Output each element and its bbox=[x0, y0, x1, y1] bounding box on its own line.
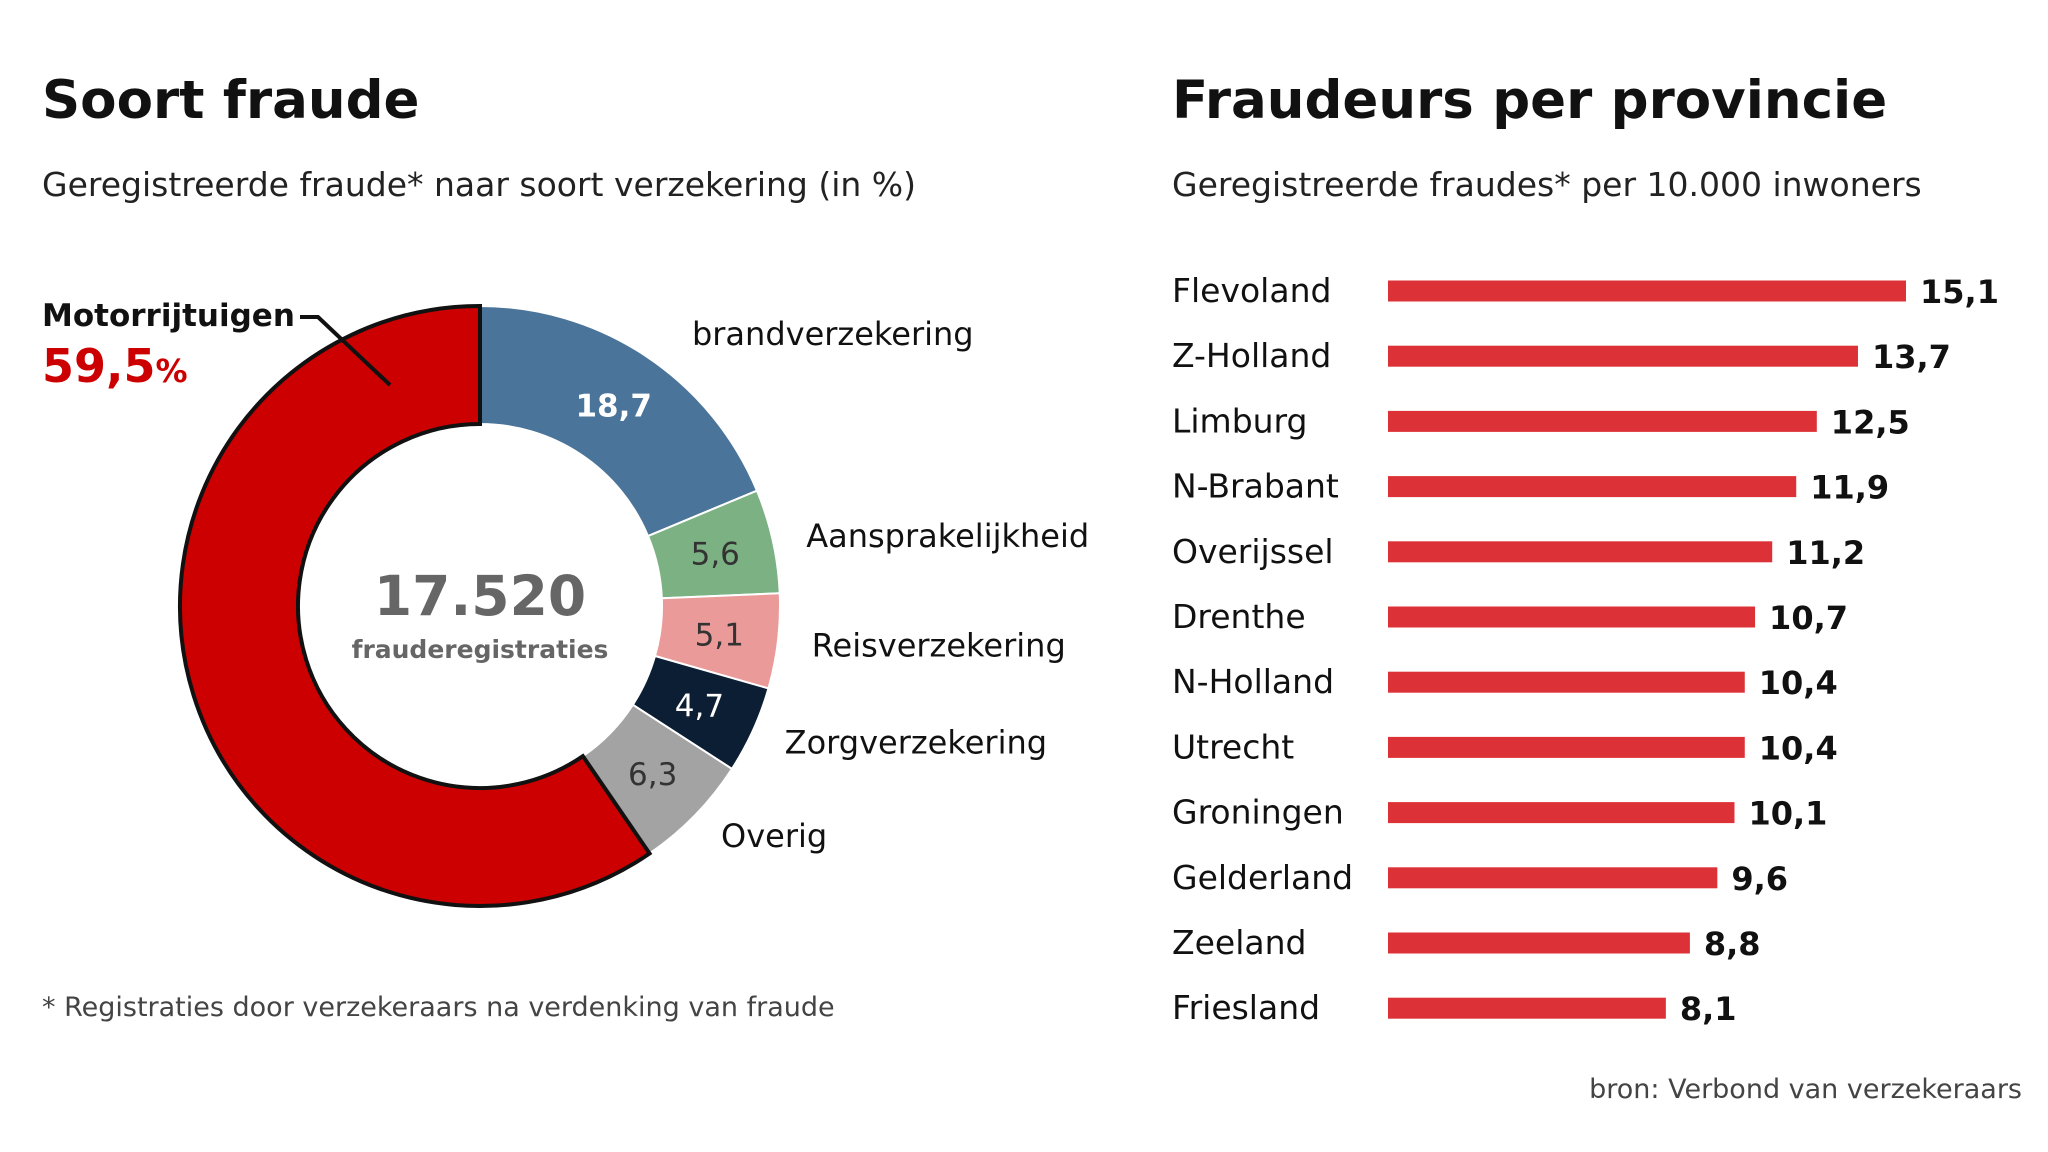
donut-slice-motorrijtuigen bbox=[178, 303, 653, 908]
bar-rows: Flevoland 15,1 Z-Holland 13,7 Limburg 12,5 N-B… bbox=[1172, 271, 1999, 1028]
bar bbox=[1388, 410, 1817, 432]
bar-value-label: 15,1 bbox=[1920, 273, 1999, 311]
footnote: * Registraties door verzekeraars na verd… bbox=[42, 992, 835, 1023]
donut-category-label: Aansprakelijkheid bbox=[806, 517, 1089, 555]
bar-category-label: Overijssel bbox=[1172, 532, 1334, 571]
bar-row: Zeeland 8,8 bbox=[1172, 923, 1761, 963]
callout-label: Motorrijtuigen bbox=[42, 298, 295, 334]
donut-value-labels: 18,7 5,6 5,1 4,7 6,3 bbox=[575, 388, 744, 793]
bar-value-label: 10,4 bbox=[1759, 729, 1838, 767]
bar-category-label: Limburg bbox=[1172, 401, 1308, 440]
callout-leader-line bbox=[300, 315, 392, 387]
donut-value-label: 18,7 bbox=[575, 388, 652, 424]
bar bbox=[1388, 476, 1797, 498]
donut-slices bbox=[178, 303, 781, 908]
bar bbox=[1388, 802, 1735, 824]
donut-category-label: Reisverzekering bbox=[812, 627, 1066, 665]
bar-row: Drenthe 10,7 bbox=[1172, 597, 1848, 637]
bar-category-label: Drenthe bbox=[1172, 597, 1306, 636]
bar-row: Flevoland 15,1 bbox=[1172, 271, 1999, 311]
donut-center-value: 17.520 bbox=[374, 564, 586, 628]
donut-category-label: Zorgverzekering bbox=[785, 724, 1047, 762]
donut-center-label: frauderegistraties bbox=[352, 635, 609, 664]
source: bron: Verbond van verzekeraars bbox=[1589, 1074, 2022, 1105]
bar-row: Gelderland 9,6 bbox=[1172, 858, 1788, 898]
callout-value: 59,5% bbox=[42, 339, 188, 393]
donut-title: Soort fraude bbox=[42, 70, 420, 131]
bar-subtitle: Geregistreerde fraudes* per 10.000 inwon… bbox=[1172, 165, 1922, 204]
bar-row: N-Brabant 11,9 bbox=[1172, 467, 1889, 507]
bar-category-label: Zeeland bbox=[1172, 923, 1306, 962]
bar bbox=[1388, 280, 1906, 302]
bar-value-label: 9,6 bbox=[1731, 860, 1788, 898]
bar-category-label: Gelderland bbox=[1172, 858, 1353, 897]
donut-value-label: 6,3 bbox=[628, 757, 677, 793]
bar-value-label: 11,9 bbox=[1810, 469, 1889, 507]
bar-category-label: Groningen bbox=[1172, 793, 1344, 832]
bar bbox=[1388, 932, 1690, 954]
bar-category-label: Z-Holland bbox=[1172, 336, 1331, 375]
donut-category-labels: brandverzekering Aansprakelijkheid Reisver… bbox=[692, 315, 1089, 855]
bar bbox=[1388, 867, 1718, 889]
bar-row: Z-Holland 13,7 bbox=[1172, 336, 1951, 376]
bar-value-label: 11,2 bbox=[1786, 534, 1865, 572]
donut-slice-brandverzekering bbox=[479, 304, 759, 538]
bar-value-label: 10,4 bbox=[1759, 664, 1838, 702]
donut-value-label: 5,6 bbox=[691, 537, 740, 573]
bar-row: Friesland 8,1 bbox=[1172, 988, 1737, 1028]
donut-value-label: 5,1 bbox=[695, 617, 744, 653]
bar-row: Utrecht 10,4 bbox=[1172, 727, 1838, 767]
donut-value-label: 4,7 bbox=[675, 689, 724, 725]
bar-value-label: 13,7 bbox=[1872, 338, 1951, 376]
bar-value-label: 8,8 bbox=[1704, 925, 1761, 963]
bar-value-label: 12,5 bbox=[1831, 403, 1910, 441]
bar-row: Overijssel 11,2 bbox=[1172, 532, 1865, 572]
bar-category-label: N-Brabant bbox=[1172, 467, 1339, 506]
bar-title: Fraudeurs per provincie bbox=[1172, 70, 1887, 131]
bar-value-label: 10,1 bbox=[1748, 795, 1827, 833]
bar-row: Groningen 10,1 bbox=[1172, 793, 1827, 833]
bar bbox=[1388, 606, 1756, 628]
bar bbox=[1388, 541, 1773, 563]
bar-category-label: Friesland bbox=[1172, 988, 1320, 1027]
donut-category-label: brandverzekering bbox=[692, 315, 974, 353]
bar-category-label: Utrecht bbox=[1172, 727, 1294, 766]
donut-category-label: Overig bbox=[721, 817, 827, 855]
bar-value-label: 8,1 bbox=[1680, 990, 1737, 1028]
bar-value-label: 10,7 bbox=[1769, 599, 1848, 637]
bar-row: N-Holland 10,4 bbox=[1172, 662, 1838, 702]
donut-subtitle: Geregistreerde fraude* naar soort verzek… bbox=[42, 165, 916, 204]
bar bbox=[1388, 345, 1858, 367]
bar-category-label: Flevoland bbox=[1172, 271, 1331, 310]
bar bbox=[1388, 736, 1745, 758]
bar-category-label: N-Holland bbox=[1172, 662, 1334, 701]
bar bbox=[1388, 671, 1745, 693]
bar-row: Limburg 12,5 bbox=[1172, 401, 1910, 441]
bar bbox=[1388, 997, 1666, 1019]
